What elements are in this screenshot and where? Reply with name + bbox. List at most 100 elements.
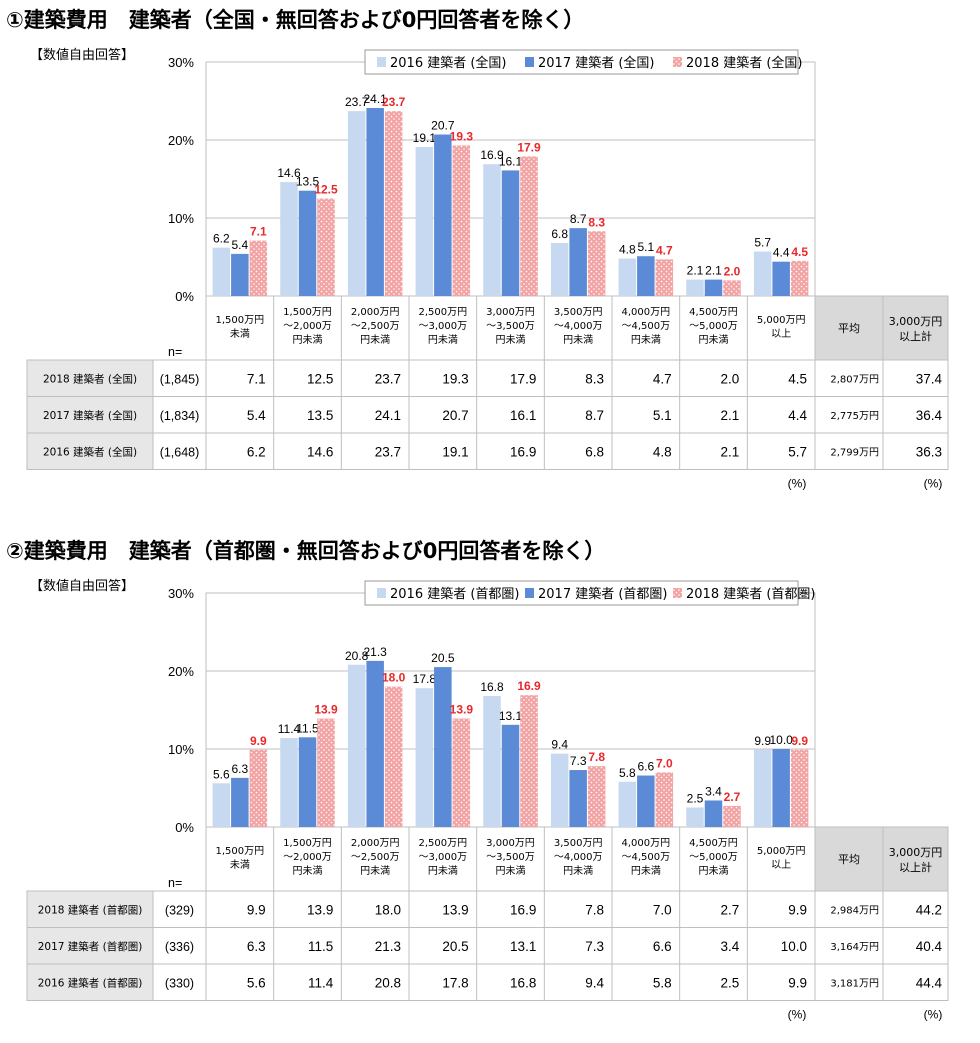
data-label: 7.3 [570, 754, 587, 768]
category-label: ～4,000万 [554, 852, 603, 863]
data-label: 10.0 [769, 733, 793, 747]
data-label: 4.8 [619, 243, 636, 257]
n-value: (336) [165, 940, 194, 954]
data-label: 20.5 [431, 651, 455, 665]
category-label: 3,500万円 [554, 838, 603, 849]
bar [637, 775, 655, 827]
data-label: 6.6 [637, 760, 654, 774]
category-label: ～5,000万 [689, 321, 738, 332]
legend-box [364, 49, 799, 75]
chart-section-metro: ②建築費用 建築者（首都圏・無回答および0円回答者を除く） 【数値自由回答】 0… [0, 531, 980, 1043]
data-label: 6.8 [551, 227, 568, 241]
legend-swatch [377, 588, 386, 598]
data-label: 13.5 [296, 175, 320, 189]
row-label-cell [26, 359, 154, 397]
data-label: 23.7 [382, 95, 406, 109]
bar [317, 718, 335, 827]
bar [280, 182, 298, 296]
table-cell-value: 2.1 [721, 444, 740, 459]
data-label: 2.1 [705, 264, 722, 278]
legend-label: 2016 建築者 (首都圏) [390, 587, 520, 602]
data-label: 5.8 [619, 766, 636, 780]
table-cell-value: 20.5 [442, 939, 468, 954]
y-tick-label: 20% [168, 664, 194, 679]
bar [415, 688, 434, 827]
table-cell-value: 5.4 [247, 408, 266, 423]
n-cell [152, 927, 207, 965]
data-label: 3.4 [705, 784, 722, 798]
bar [231, 777, 249, 827]
category-label: 円未満 [293, 865, 323, 877]
header-avg-label: 平均 [838, 853, 860, 866]
bar [298, 190, 317, 296]
n-label: n= [168, 345, 182, 359]
category-label: ～4,500万 [622, 852, 671, 863]
header-cell-over [882, 295, 949, 361]
n-value: (1,845) [160, 372, 200, 386]
legend-swatch [525, 57, 534, 67]
table-cell-value: 21.3 [375, 939, 401, 954]
over-value: 40.4 [916, 939, 943, 954]
y-tick-label: 0% [175, 820, 194, 835]
data-label: 4.7 [656, 243, 673, 257]
category-label: ～2,500万 [351, 321, 400, 332]
data-label: 4.5 [791, 245, 808, 259]
data-label: 18.0 [382, 671, 406, 685]
bar [772, 749, 790, 827]
data-label: 24.1 [363, 92, 387, 106]
category-label: ～2,000万 [283, 321, 332, 332]
data-label: 11.4 [278, 722, 301, 736]
n-value: (330) [165, 976, 194, 990]
table-cell-value: 6.8 [585, 444, 604, 459]
category-label: 1,500万円 [283, 838, 332, 849]
table-cell-value: 8.3 [585, 371, 604, 386]
category-label: 2,500万円 [419, 307, 468, 318]
table-cell-value: 5.6 [247, 975, 266, 990]
avg-cell [814, 927, 884, 965]
bar [618, 258, 637, 296]
n-value: (329) [165, 903, 194, 917]
avg-value: 2,799万円 [830, 447, 879, 458]
table-cell-value: 6.6 [653, 939, 672, 954]
bar [686, 279, 704, 296]
table-cell-value: 11.4 [308, 975, 334, 990]
category-label: 4,500万円 [689, 307, 738, 318]
category-label: 1,500万円 [216, 846, 265, 857]
data-label: 9.9 [754, 734, 771, 748]
bar [772, 261, 790, 296]
bar [231, 253, 249, 296]
data-label: 19.1 [413, 131, 437, 145]
bar [298, 737, 317, 827]
over-value: 44.4 [916, 975, 943, 990]
data-label: 14.6 [277, 166, 301, 180]
bar [753, 749, 772, 827]
table-cell-value: 16.1 [510, 408, 536, 423]
bar [655, 772, 674, 827]
data-label: 13.9 [450, 703, 474, 717]
category-label: 5,000万円 [757, 315, 806, 326]
table-cell-value: 2.0 [721, 371, 740, 386]
bar [520, 156, 538, 296]
y-tick-label: 0% [175, 289, 194, 304]
table-cell-value: 20.7 [442, 408, 468, 423]
bar [434, 134, 452, 296]
table-cell-value: 12.5 [307, 371, 333, 386]
data-label: 6.2 [213, 232, 230, 246]
table-cell-value: 9.9 [788, 902, 807, 917]
category-label: 4,000万円 [622, 838, 671, 849]
bar [790, 260, 809, 296]
table-cell-value: 20.8 [375, 975, 401, 990]
avg-value: 2,807万円 [830, 374, 879, 385]
chart-subtitle: 【数値自由回答】 [30, 48, 135, 63]
table-cell-value: 6.2 [247, 444, 266, 459]
bar [384, 111, 403, 296]
over-value: 36.4 [916, 408, 943, 423]
data-label: 16.8 [480, 680, 504, 694]
bar [483, 695, 501, 827]
bar [686, 807, 704, 827]
table-cell-value: 13.5 [307, 408, 333, 423]
bar [550, 753, 569, 827]
bar [280, 738, 298, 827]
category-label: 円未満 [496, 334, 526, 346]
data-label: 7.0 [656, 756, 673, 770]
